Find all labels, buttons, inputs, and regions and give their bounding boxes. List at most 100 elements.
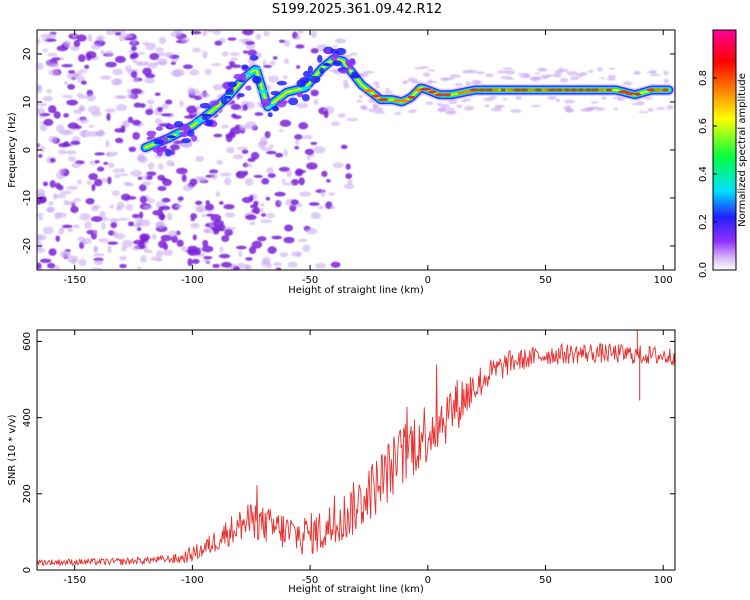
noise-blob <box>84 221 92 229</box>
ridge-blob <box>332 60 342 67</box>
ridge-hotspot <box>590 88 600 92</box>
noise-blob <box>42 181 49 187</box>
noise-blob <box>43 118 54 126</box>
noise-blob <box>283 236 295 244</box>
noise-blob <box>67 83 76 90</box>
noise-blob <box>206 30 216 33</box>
noise-blob <box>337 113 346 118</box>
noise-blob <box>157 57 168 66</box>
noise-blob <box>114 55 126 64</box>
noise-blob <box>156 221 164 227</box>
ridge-hotspot <box>617 90 629 94</box>
ridge-blob <box>199 102 211 109</box>
noise-blob <box>174 204 183 208</box>
ridge-haze <box>332 45 339 48</box>
noise-blob <box>235 170 246 179</box>
noise-blob <box>67 122 79 130</box>
noise-blob <box>230 57 239 61</box>
noise-blob <box>90 43 102 50</box>
spectrogram-y-label: Frequency (Hz) <box>7 112 18 188</box>
noise-blob <box>224 212 236 218</box>
noise-blob <box>250 151 260 160</box>
snr-y-tick-label: 600 <box>22 332 33 351</box>
noise-blob <box>53 111 61 119</box>
noise-blob <box>113 151 118 156</box>
spectrogram-x-tick-label: 0 <box>425 275 431 286</box>
noise-blob <box>195 247 202 256</box>
noise-blob <box>295 34 301 41</box>
noise-blob <box>77 236 85 243</box>
noise-blob <box>155 47 164 52</box>
noise-blob <box>56 212 67 218</box>
noise-blob <box>66 99 79 106</box>
noise-blob <box>262 59 267 67</box>
noise-blob <box>101 221 106 230</box>
noise-blob <box>260 136 267 144</box>
noise-blob <box>160 234 173 242</box>
ridge-hotspot <box>506 88 515 92</box>
ridge-haze <box>474 80 483 84</box>
noise-blob <box>278 39 286 43</box>
noise-blob <box>79 118 89 124</box>
noise-blob <box>283 58 290 64</box>
noise-blob <box>271 235 283 240</box>
ridge-haze <box>529 76 541 82</box>
noise-blob <box>46 89 52 94</box>
ridge-hotspot <box>577 88 585 92</box>
noise-blob <box>130 45 137 51</box>
ridge-hotspot <box>625 92 636 96</box>
noise-blob <box>67 228 74 233</box>
ridge-hotspot <box>542 88 549 92</box>
noise-blob <box>171 235 178 243</box>
ridge-haze <box>570 76 579 81</box>
ridge-blob <box>307 65 314 74</box>
noise-blob <box>132 245 141 251</box>
noise-blob <box>158 163 164 171</box>
noise-blob <box>105 30 116 36</box>
ridge-hotspot <box>257 89 269 93</box>
noise-blob <box>306 154 311 161</box>
ridge-haze <box>631 103 638 106</box>
snr-x-tick-label: 100 <box>654 575 673 586</box>
ridge-hotspot <box>556 88 564 92</box>
snr-y-tick-label: 0 <box>22 567 33 573</box>
noise-blob <box>310 30 318 38</box>
noise-blob <box>127 34 133 39</box>
ridge-hotspot <box>428 90 437 94</box>
ridge-haze <box>644 97 654 100</box>
colorbar-tick-label: 0.0 <box>698 262 709 278</box>
ridge-haze <box>438 107 446 112</box>
ridge-blob <box>156 149 163 157</box>
noise-blob <box>258 208 265 213</box>
noise-blob <box>130 88 143 95</box>
spectrogram-y-tick-label: 10 <box>22 96 33 109</box>
noise-blob <box>283 39 291 47</box>
noise-blob <box>86 180 93 185</box>
noise-blob <box>37 107 46 115</box>
ridge-haze <box>476 71 485 75</box>
ridge-hotspot <box>563 88 571 92</box>
ridge-blob <box>179 131 189 138</box>
noise-blob <box>221 234 230 242</box>
noise-blob <box>38 215 43 221</box>
noise-blob <box>76 92 84 97</box>
noise-blob <box>37 62 44 70</box>
ridge-hotspot <box>201 113 212 117</box>
noise-blob <box>157 106 163 113</box>
ridge-haze <box>501 67 514 70</box>
noise-blob <box>147 62 158 69</box>
noise-blob <box>219 172 232 177</box>
noise-blob <box>310 48 319 54</box>
noise-blob <box>295 65 301 69</box>
ridge-hotspot <box>434 93 445 97</box>
noise-blob <box>166 212 173 221</box>
ridge-haze <box>519 74 531 79</box>
ridge-haze <box>608 67 616 70</box>
ridge-blob <box>245 85 252 91</box>
colorbar-tick-label: 0.8 <box>698 70 709 86</box>
noise-blob <box>260 202 265 207</box>
noise-blob <box>91 110 102 117</box>
noise-blob <box>93 178 103 187</box>
ridge-hotspot <box>463 89 473 93</box>
noise-blob <box>265 196 271 201</box>
